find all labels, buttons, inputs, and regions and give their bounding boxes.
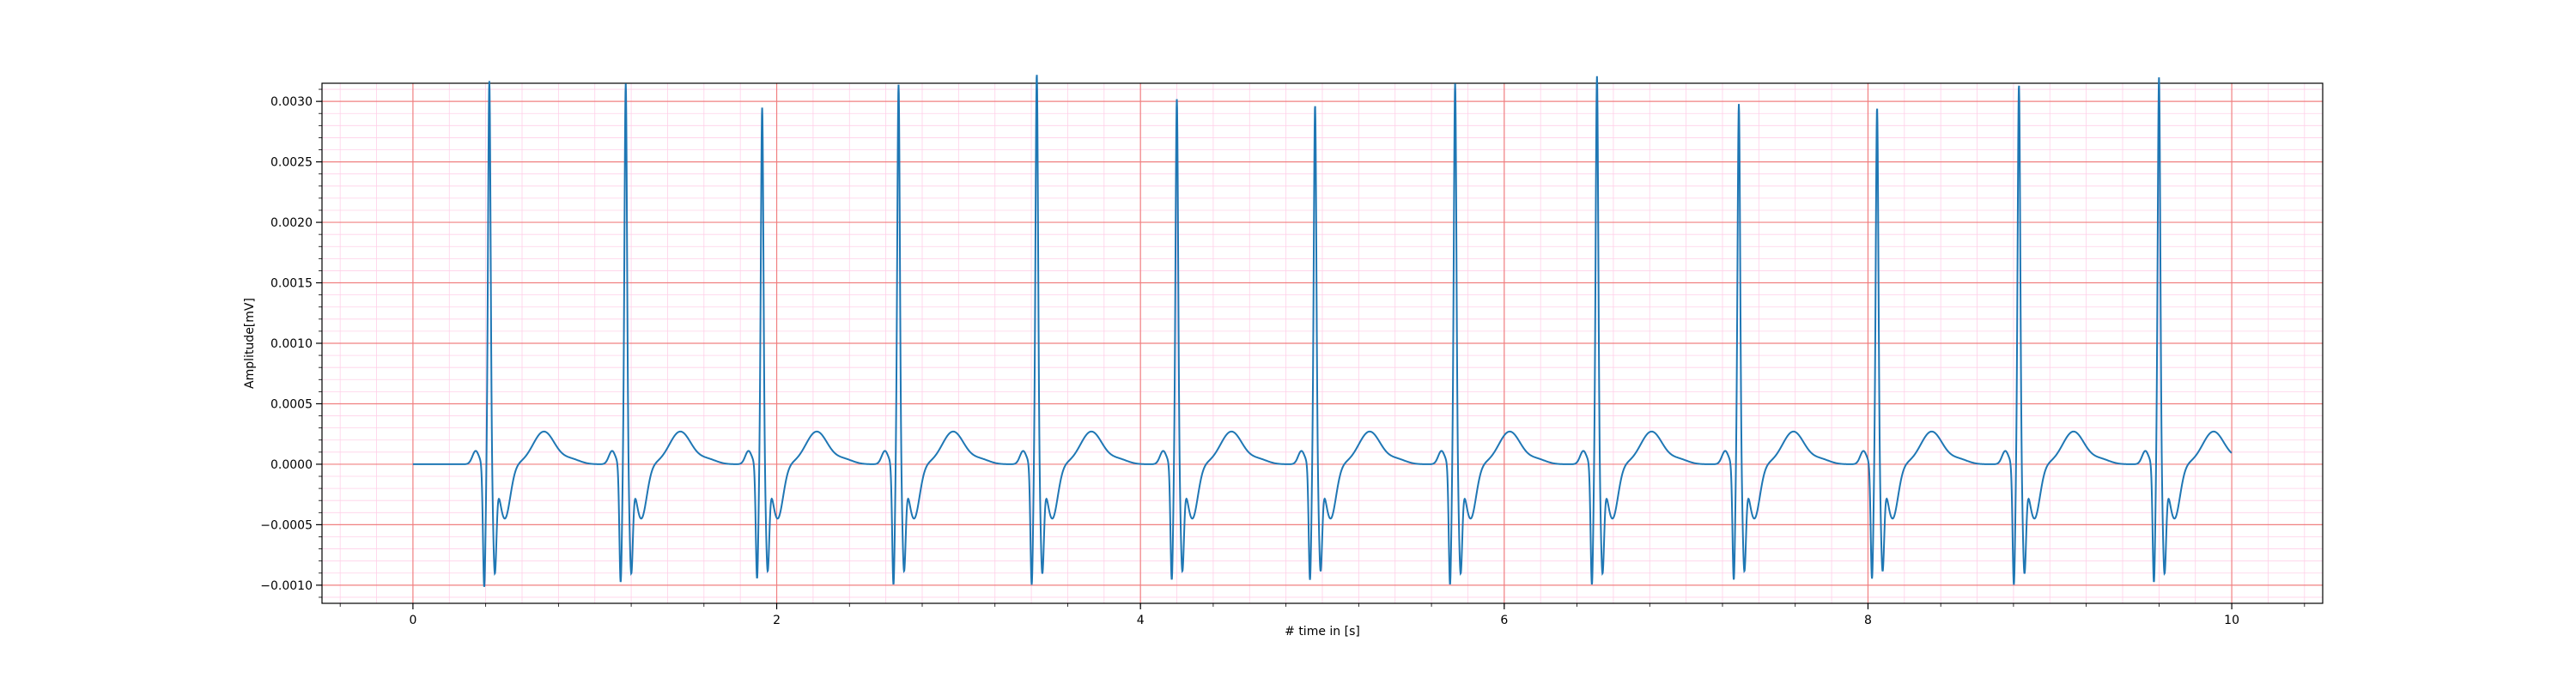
y-tick-label: 0.0005: [270, 397, 313, 411]
x-tick-label: 6: [1500, 614, 1508, 627]
y-tick-label: −0.0010: [260, 579, 313, 593]
y-tick-label: 0.0000: [270, 458, 313, 472]
x-tick-label: 8: [1864, 614, 1872, 627]
y-tick-label: 0.0015: [270, 277, 313, 291]
ecg-signal-line: [412, 75, 2233, 587]
x-tick-label: 10: [2224, 614, 2239, 627]
x-axis: 0 2 4 6 8 10: [339, 603, 2306, 627]
x-tick-label: 2: [773, 614, 781, 627]
y-tick-label: 0.0020: [270, 216, 313, 230]
x-axis-label: # time in [s]: [1285, 625, 1360, 639]
y-axis: −0.0010 −0.0005 0.0000 0.0005 0.0010 0.0015 0.…: [260, 88, 322, 598]
x-tick-label: 0: [409, 614, 416, 627]
y-tick-label: −0.0005: [260, 518, 313, 532]
y-tick-label: 0.0025: [270, 156, 313, 170]
y-tick-label: 0.0010: [270, 337, 313, 351]
y-tick-label: 0.0030: [270, 95, 313, 109]
y-axis-label: Amplitude[mV]: [243, 298, 257, 389]
x-tick-label: 4: [1137, 614, 1145, 627]
major-grid: [322, 83, 2323, 603]
